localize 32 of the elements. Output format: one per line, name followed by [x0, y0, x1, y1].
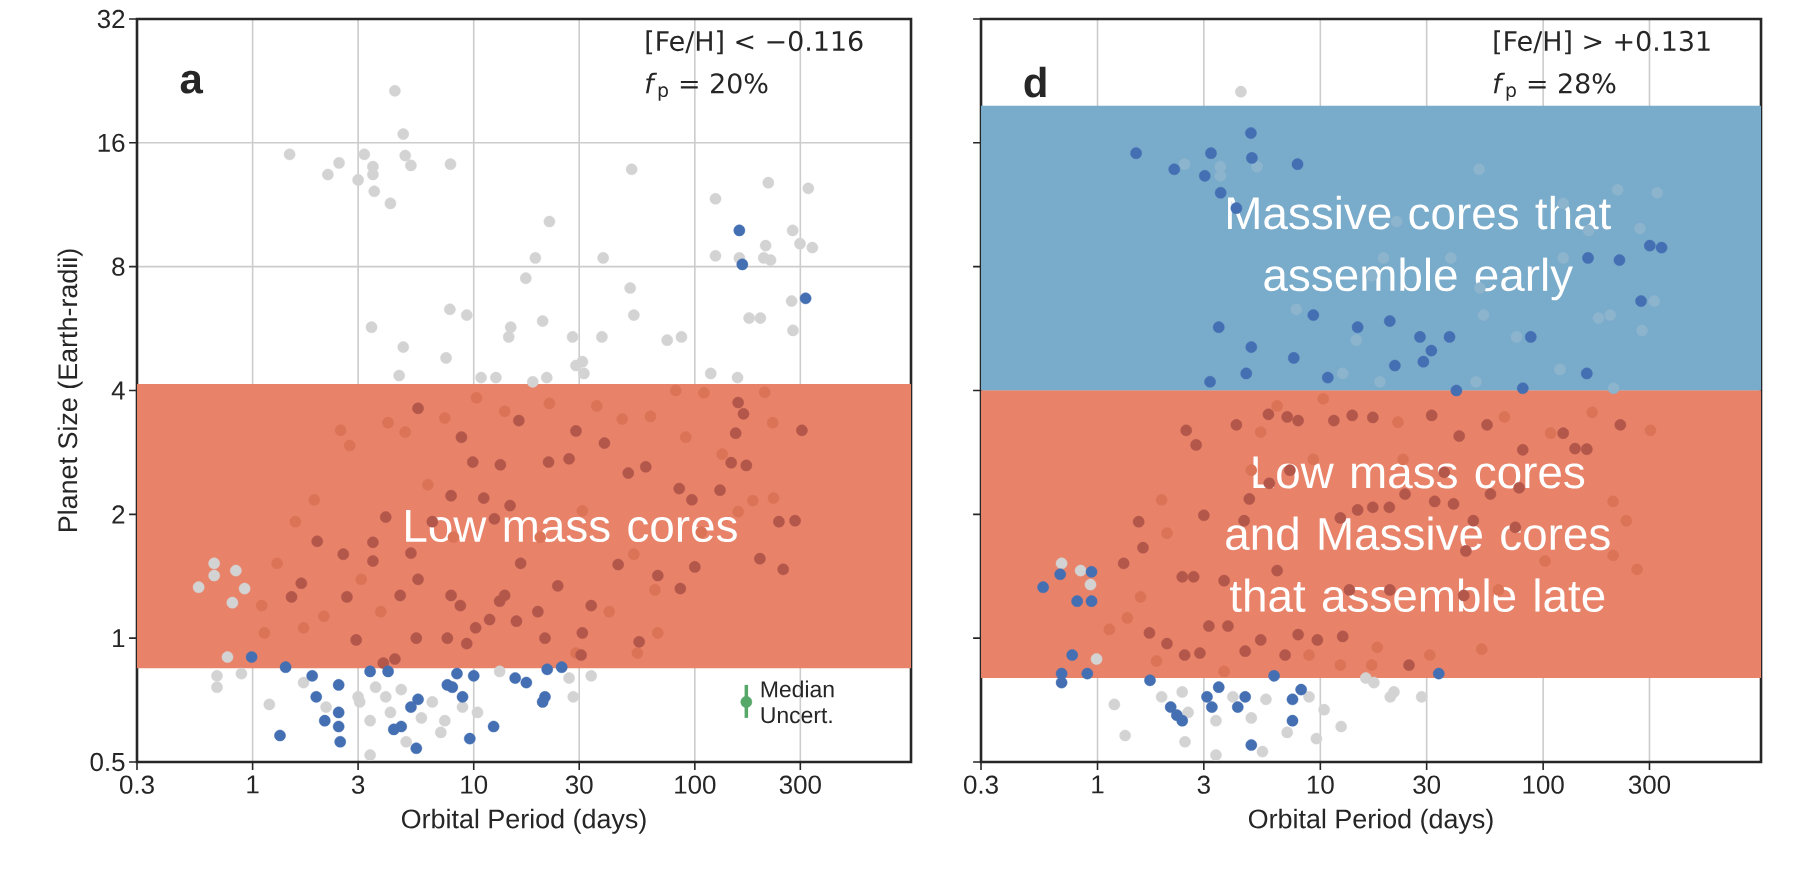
annotation: f$_{p}$ = 20%	[646, 72, 768, 101]
x-tick-label: 10	[461, 775, 488, 794]
x-tick-label: 100	[675, 775, 716, 794]
y-tick-label: 16	[98, 133, 125, 152]
y-tick-label: 1	[113, 629, 125, 648]
x-tick-label: 1	[1092, 775, 1104, 794]
y-tick-label: 8	[112, 257, 125, 276]
series-label: Median Uncert.	[761, 680, 834, 724]
annotation: [Fe/H] < −0.116	[646, 30, 863, 55]
x-tick-label: 3	[1197, 775, 1210, 794]
y-tick-label: 2	[112, 505, 125, 524]
annotation: f$_{p}$ = 28%	[1493, 72, 1616, 101]
x-tick-label: 30	[565, 775, 593, 794]
y-tick-label: 32	[97, 9, 125, 29]
x-tick-label: 300	[779, 775, 821, 794]
annotation: [Fe/H] > +0.131	[1494, 30, 1710, 55]
annotation: a	[180, 70, 204, 94]
x-tick-label: 1	[247, 775, 259, 794]
y-tick-label: 4	[111, 381, 125, 400]
y-tick-label: 0.5	[90, 752, 125, 772]
x-tick-label: 3	[351, 775, 365, 794]
x-tick-label: 100	[1523, 775, 1564, 794]
y-axis-title: Planet Size (Earth-radii)	[57, 249, 83, 532]
x-tick-label: 0.3	[120, 775, 154, 794]
x-tick-label: 10	[1307, 775, 1334, 794]
x-axis-title: Orbital Period (days)	[1248, 808, 1493, 834]
x-tick-label: 300	[1628, 775, 1671, 794]
annotation: d	[1024, 66, 1046, 98]
x-axis-title: Orbital Period (days)	[401, 808, 646, 834]
x-tick-label: 30	[1413, 775, 1441, 794]
x-tick-label: 0.3	[964, 775, 998, 794]
band-label: Massive cores that assemble early	[1228, 195, 1611, 301]
